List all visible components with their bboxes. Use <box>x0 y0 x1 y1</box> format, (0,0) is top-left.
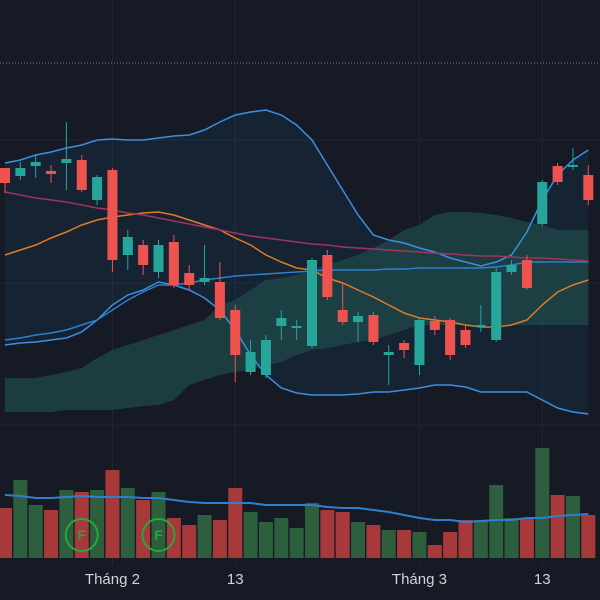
candle-body <box>337 310 348 322</box>
volume-bar <box>151 492 166 558</box>
volume-bar <box>59 490 74 558</box>
candle-body <box>30 162 41 166</box>
volume-bar <box>458 520 473 558</box>
volume-bar <box>565 496 580 558</box>
volume-bar <box>243 512 258 558</box>
candle-body <box>445 320 456 355</box>
candle-body <box>383 352 394 355</box>
candle-body <box>552 166 563 182</box>
volume-bar <box>228 488 243 558</box>
candle-body <box>276 318 287 326</box>
event-marker <box>141 518 176 552</box>
band-fill <box>5 110 589 414</box>
volume-ma <box>4 494 589 524</box>
candle-body <box>153 245 164 272</box>
candle-body <box>506 265 517 272</box>
cloud <box>5 212 589 412</box>
candle-body <box>138 245 149 265</box>
event-marker <box>64 518 99 552</box>
volume-bar <box>105 470 120 558</box>
volume-bar <box>258 522 273 558</box>
candle-body <box>429 321 440 330</box>
indicator-line <box>4 281 589 415</box>
volume-bar <box>212 520 227 558</box>
candle-body <box>537 182 548 224</box>
x-tick-label: Tháng 2 <box>85 571 140 588</box>
volume-bar <box>473 520 488 558</box>
candle-body <box>491 272 502 340</box>
volume-bar <box>182 525 197 558</box>
candle-body <box>521 260 532 288</box>
candle-body <box>15 168 26 176</box>
volume-bar <box>305 503 319 558</box>
candle-body <box>76 160 87 190</box>
volume-bar <box>197 515 212 558</box>
event-label: F <box>78 527 86 542</box>
volume-bar <box>0 508 12 558</box>
candle-body <box>414 320 425 365</box>
volume-bar <box>90 490 105 558</box>
candle-body <box>107 170 118 260</box>
volume-bar <box>504 518 519 558</box>
volume-bar <box>351 522 366 558</box>
candle-body <box>184 273 195 285</box>
candle-body <box>245 352 256 372</box>
volume-bar <box>335 512 350 558</box>
candle-body <box>583 175 594 200</box>
candle-body <box>567 165 578 167</box>
candle-body <box>0 168 10 183</box>
volume-bar <box>489 485 504 558</box>
candle-body <box>368 315 379 342</box>
candle-body <box>475 325 486 327</box>
volume-bar <box>381 530 396 558</box>
candle-body <box>168 242 179 285</box>
indicator-line <box>4 261 589 341</box>
volume-bar <box>535 448 550 558</box>
volume-bar <box>519 518 534 558</box>
volume-bar <box>28 505 43 558</box>
candle-body <box>199 278 210 282</box>
volume-bar <box>274 518 289 558</box>
candle-body <box>322 255 333 297</box>
volume-bar <box>550 495 565 558</box>
candle-body <box>122 237 133 255</box>
volume-bar <box>13 480 28 558</box>
candle-body <box>260 340 271 375</box>
candle-body <box>399 343 410 350</box>
volume-bar <box>289 528 304 558</box>
indicator-line <box>4 191 589 262</box>
candle-body <box>460 330 471 345</box>
candle-body <box>307 260 317 346</box>
candle-body <box>61 159 72 163</box>
volume-bar <box>120 488 135 558</box>
candle-body <box>353 316 364 322</box>
volume-bar <box>366 525 381 558</box>
volume-bar <box>74 492 89 558</box>
volume-bar <box>320 510 335 558</box>
volume-bar <box>397 530 412 558</box>
volume-bar <box>581 515 596 558</box>
candle-body <box>92 177 103 200</box>
indicator-line <box>4 211 589 328</box>
x-tick-label: Tháng 3 <box>392 571 447 588</box>
candle-body <box>46 171 57 174</box>
volume-bar <box>443 532 458 558</box>
volume-bar <box>412 532 427 558</box>
indicator-line <box>4 109 589 267</box>
x-tick-label: 13 <box>227 571 244 588</box>
volume-bar <box>44 510 59 558</box>
volume-bar <box>427 545 442 558</box>
candle-body <box>214 282 225 318</box>
x-tick-label: 13 <box>534 571 551 588</box>
candle-body <box>291 326 302 328</box>
candle-body <box>230 310 241 355</box>
event-label: F <box>155 527 163 542</box>
